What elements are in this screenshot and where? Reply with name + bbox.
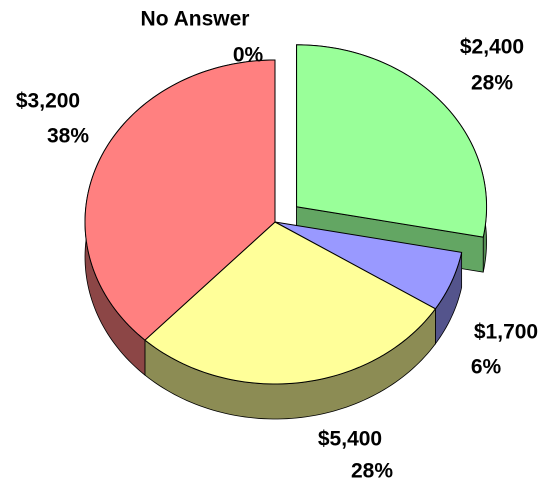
slice-percent: 6%: [471, 356, 502, 379]
slice-label: No Answer: [141, 8, 250, 31]
slice-label: $2,400: [460, 36, 524, 59]
pie-slice: [144, 221, 437, 385]
slice-label: $3,200: [16, 90, 80, 113]
pie-slice: [296, 44, 488, 238]
slice-percent: 28%: [351, 460, 393, 483]
slice-percent: 28%: [471, 72, 513, 95]
slice-label: $5,400: [318, 428, 382, 451]
pie-slice: [84, 59, 276, 341]
slice-percent: 38%: [47, 125, 89, 148]
slice-label: $1,700: [474, 321, 538, 344]
pie-slice: [274, 221, 463, 310]
slice-percent: 0%: [233, 44, 264, 67]
